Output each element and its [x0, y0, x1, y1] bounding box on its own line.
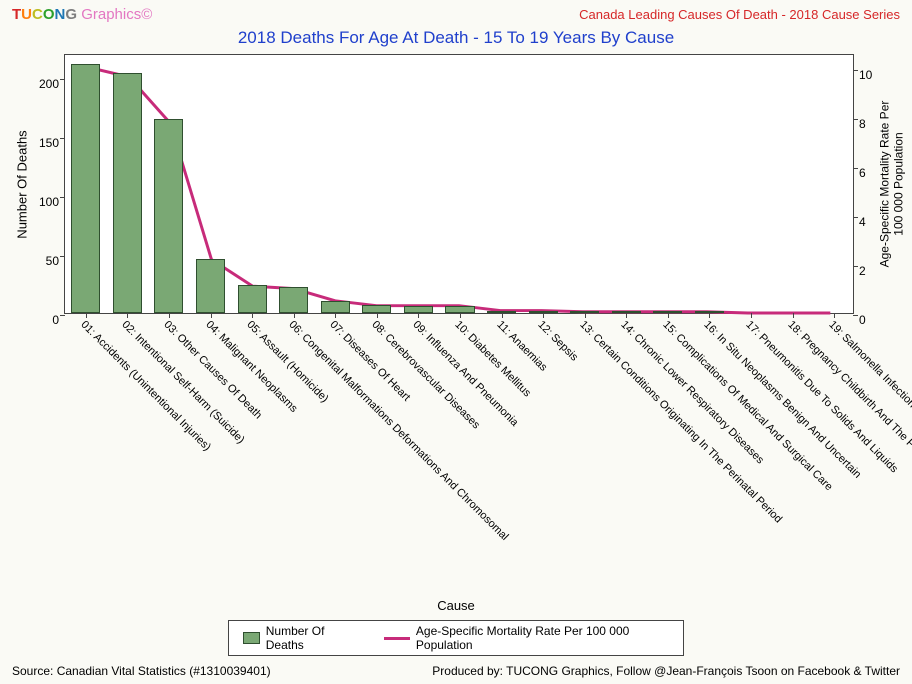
- logo-letter: O: [43, 6, 55, 23]
- bar: [445, 306, 474, 313]
- footer-row: Source: Canadian Vital Statistics (#1310…: [12, 664, 900, 678]
- xtick-label: 10: Diabetes Mellitus: [452, 319, 533, 400]
- y-axis-left-label: Number Of Deaths: [12, 54, 32, 314]
- bar: [238, 285, 267, 313]
- chart-title: 2018 Deaths For Age At Death - 15 To 19 …: [0, 28, 912, 48]
- legend-swatch-line-icon: [384, 637, 410, 640]
- header-row: TUCONG Graphics© Canada Leading Causes O…: [12, 6, 900, 26]
- bar: [113, 73, 142, 313]
- legend-item-line: Age-Specific Mortality Rate Per 100 000 …: [384, 624, 669, 652]
- header-series-title: Canada Leading Causes Of Death - 2018 Ca…: [579, 7, 900, 22]
- logo-letter: N: [55, 6, 66, 23]
- bar: [279, 287, 308, 313]
- logo-suffix: Graphics©: [77, 6, 152, 23]
- legend-swatch-bar-icon: [243, 632, 260, 644]
- xtick-label: 14: Chronic Lower Respiratory Diseases: [619, 319, 767, 467]
- logo-letter: U: [21, 6, 32, 23]
- y-axis-right-label: Age-Specific Mortality Rate Per100 000 P…: [876, 54, 906, 314]
- footer-source: Source: Canadian Vital Statistics (#1310…: [12, 664, 271, 678]
- bar: [321, 301, 350, 313]
- legend: Number Of Deaths Age-Specific Mortality …: [228, 620, 684, 656]
- logo-letter: C: [32, 6, 43, 23]
- bar: [362, 305, 391, 313]
- legend-item-bar: Number Of Deaths: [243, 624, 358, 652]
- xtick-label: 07: Diseases Of Heart: [328, 319, 413, 404]
- bar: [196, 259, 225, 313]
- xtick-label: 13: Certain Conditions Originating In Th…: [577, 319, 784, 526]
- bar: [404, 306, 433, 313]
- legend-bar-label: Number Of Deaths: [266, 624, 358, 652]
- brand-logo: TUCONG Graphics©: [12, 6, 152, 23]
- logo-letter: G: [65, 6, 77, 23]
- x-axis-title: Cause: [0, 598, 912, 613]
- xtick-label: 12: Sepsis: [535, 319, 580, 364]
- bar: [154, 119, 183, 313]
- xtick-label: 17: Pneumonitis Due To Solids And Liquid…: [743, 319, 900, 476]
- xtick-label: 05: Assault (Homicide): [244, 319, 330, 405]
- bar: [71, 64, 100, 313]
- logo-letter: T: [12, 6, 21, 23]
- legend-line-label: Age-Specific Mortality Rate Per 100 000 …: [416, 624, 669, 652]
- footer-credit: Produced by: TUCONG Graphics, Follow @Je…: [432, 664, 900, 678]
- xtick-label: 16: In Situ Neoplasms Benign And Uncerta…: [702, 319, 864, 481]
- plot-area: 050100150200024681001: Accidents (Uninte…: [64, 54, 854, 314]
